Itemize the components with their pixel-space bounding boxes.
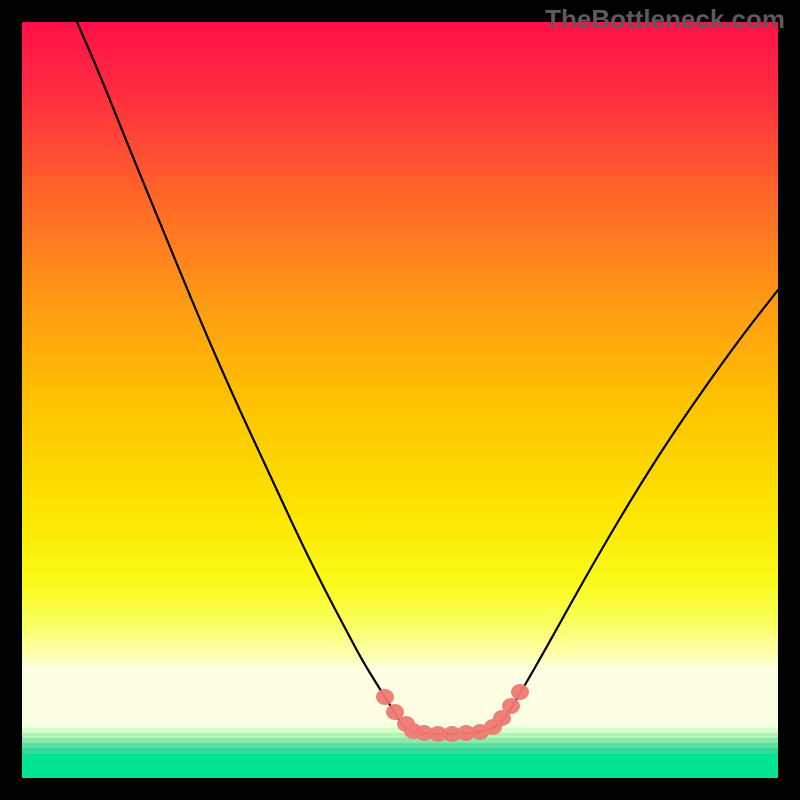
bottom-markers bbox=[376, 684, 529, 742]
curve-marker bbox=[502, 698, 520, 714]
watermark-text: TheBottleneck.com bbox=[545, 4, 785, 35]
curve-marker bbox=[376, 689, 394, 705]
v-curve bbox=[77, 22, 778, 734]
curve-marker bbox=[511, 684, 529, 700]
chart-overlay bbox=[0, 0, 800, 800]
chart-container: TheBottleneck.com bbox=[0, 0, 800, 800]
